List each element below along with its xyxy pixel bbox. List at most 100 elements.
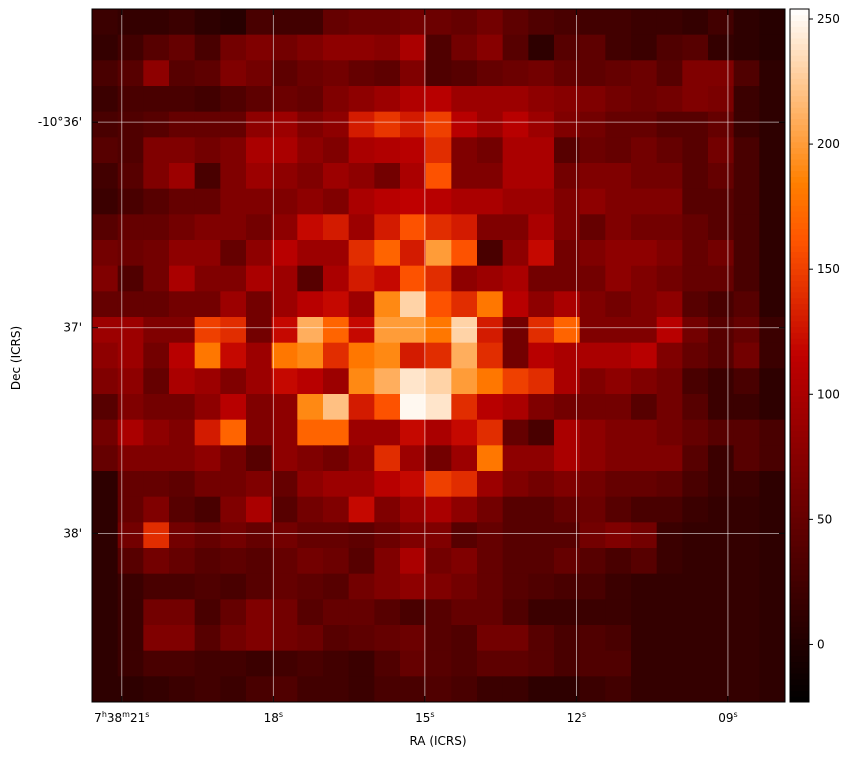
heatmap-cell bbox=[579, 317, 606, 344]
x-axis-label: RA (ICRS) bbox=[409, 734, 466, 748]
heatmap-cell bbox=[194, 650, 221, 677]
heatmap-cell bbox=[92, 496, 119, 523]
heatmap-cell bbox=[348, 650, 375, 677]
heatmap-cell bbox=[323, 240, 350, 267]
heatmap-cell bbox=[733, 291, 760, 318]
heatmap-cell bbox=[733, 419, 760, 446]
heatmap-cell bbox=[374, 291, 401, 318]
heatmap-cell bbox=[579, 240, 606, 267]
heatmap-cell bbox=[605, 496, 632, 523]
heatmap-cell bbox=[400, 137, 427, 164]
heatmap-cell bbox=[323, 496, 350, 523]
heatmap-cell bbox=[194, 394, 221, 421]
heatmap-cell bbox=[554, 368, 581, 395]
heatmap-cell bbox=[605, 317, 632, 344]
heatmap-cell bbox=[502, 188, 529, 215]
heatmap-cell bbox=[92, 111, 119, 138]
heatmap-cell bbox=[169, 188, 196, 215]
heatmap-cell bbox=[374, 265, 401, 292]
heatmap-cell bbox=[477, 368, 504, 395]
heatmap-cell bbox=[194, 471, 221, 498]
heatmap-cell bbox=[194, 599, 221, 626]
colorbar-step bbox=[790, 430, 809, 437]
heatmap-cell bbox=[579, 163, 606, 190]
heatmap-cell bbox=[656, 188, 683, 215]
heatmap-cell bbox=[708, 419, 735, 446]
heatmap-cell bbox=[656, 163, 683, 190]
heatmap-cell bbox=[656, 471, 683, 498]
heatmap-cell bbox=[400, 240, 427, 267]
heatmap-cell bbox=[733, 445, 760, 472]
heatmap-cell bbox=[323, 676, 350, 703]
heatmap-cell bbox=[374, 214, 401, 241]
heatmap-cell bbox=[323, 9, 350, 36]
heatmap-cell bbox=[169, 445, 196, 472]
heatmap-cell bbox=[246, 394, 273, 421]
heatmap-cell bbox=[579, 214, 606, 241]
heatmap-cell bbox=[554, 471, 581, 498]
heatmap-cell bbox=[323, 599, 350, 626]
heatmap-cell bbox=[425, 137, 452, 164]
heatmap-cell bbox=[502, 265, 529, 292]
heatmap-cell bbox=[502, 522, 529, 549]
heatmap-cell bbox=[656, 111, 683, 138]
heatmap-cell bbox=[528, 471, 555, 498]
heatmap-cell bbox=[579, 188, 606, 215]
heatmap-cell bbox=[348, 60, 375, 87]
heatmap-cell bbox=[451, 291, 478, 318]
heatmap-cell bbox=[554, 317, 581, 344]
heatmap-cell bbox=[759, 265, 786, 292]
heatmap-cell bbox=[656, 676, 683, 703]
heatmap-cell bbox=[194, 522, 221, 549]
heatmap-cell bbox=[631, 471, 658, 498]
heatmap-cell bbox=[528, 573, 555, 600]
heatmap-cell bbox=[759, 188, 786, 215]
heatmap-cell bbox=[169, 240, 196, 267]
heatmap-cell bbox=[92, 240, 119, 267]
heatmap-cell bbox=[246, 522, 273, 549]
heatmap-cell bbox=[323, 291, 350, 318]
heatmap-cell bbox=[271, 419, 298, 446]
heatmap-cell bbox=[246, 548, 273, 575]
colorbar-step bbox=[790, 505, 809, 512]
colorbar-step bbox=[790, 574, 809, 582]
heatmap-cell bbox=[528, 342, 555, 369]
heatmap-cell bbox=[682, 214, 709, 241]
heatmap-cell bbox=[271, 676, 298, 703]
heatmap-cell bbox=[348, 86, 375, 113]
colorbar-step bbox=[790, 436, 809, 443]
heatmap-cell bbox=[194, 291, 221, 318]
heatmap-cell bbox=[502, 496, 529, 523]
heatmap-cell bbox=[425, 317, 452, 344]
heatmap-cell bbox=[579, 291, 606, 318]
heatmap-cell bbox=[400, 265, 427, 292]
heatmap-cell bbox=[554, 163, 581, 190]
colorbar-step bbox=[790, 696, 809, 703]
heatmap-cell bbox=[477, 214, 504, 241]
heatmap-cell bbox=[579, 419, 606, 446]
heatmap-cell bbox=[528, 676, 555, 703]
heatmap-cell bbox=[169, 291, 196, 318]
heatmap-cell bbox=[246, 137, 273, 164]
heatmap-cell bbox=[682, 419, 709, 446]
heatmap-cell bbox=[271, 317, 298, 344]
heatmap-cell bbox=[220, 599, 247, 626]
heatmap-cell bbox=[348, 240, 375, 267]
colorbar-step bbox=[790, 101, 809, 108]
heatmap-cell bbox=[92, 522, 119, 549]
heatmap-cell bbox=[194, 34, 221, 61]
heatmap-cell bbox=[92, 291, 119, 318]
heatmap-cell bbox=[194, 214, 221, 241]
colorbar-step bbox=[790, 580, 809, 587]
heatmap-cell bbox=[656, 522, 683, 549]
heatmap-cell bbox=[502, 368, 529, 395]
heatmap-cell bbox=[477, 86, 504, 113]
colorbar-step bbox=[790, 517, 809, 524]
heatmap-cell bbox=[656, 265, 683, 292]
colorbar-step bbox=[790, 615, 809, 622]
heatmap-cell bbox=[297, 188, 324, 215]
heatmap-cell bbox=[143, 471, 170, 498]
heatmap-cell bbox=[348, 625, 375, 652]
colorbar-step bbox=[790, 286, 809, 293]
heatmap-cell bbox=[579, 111, 606, 138]
